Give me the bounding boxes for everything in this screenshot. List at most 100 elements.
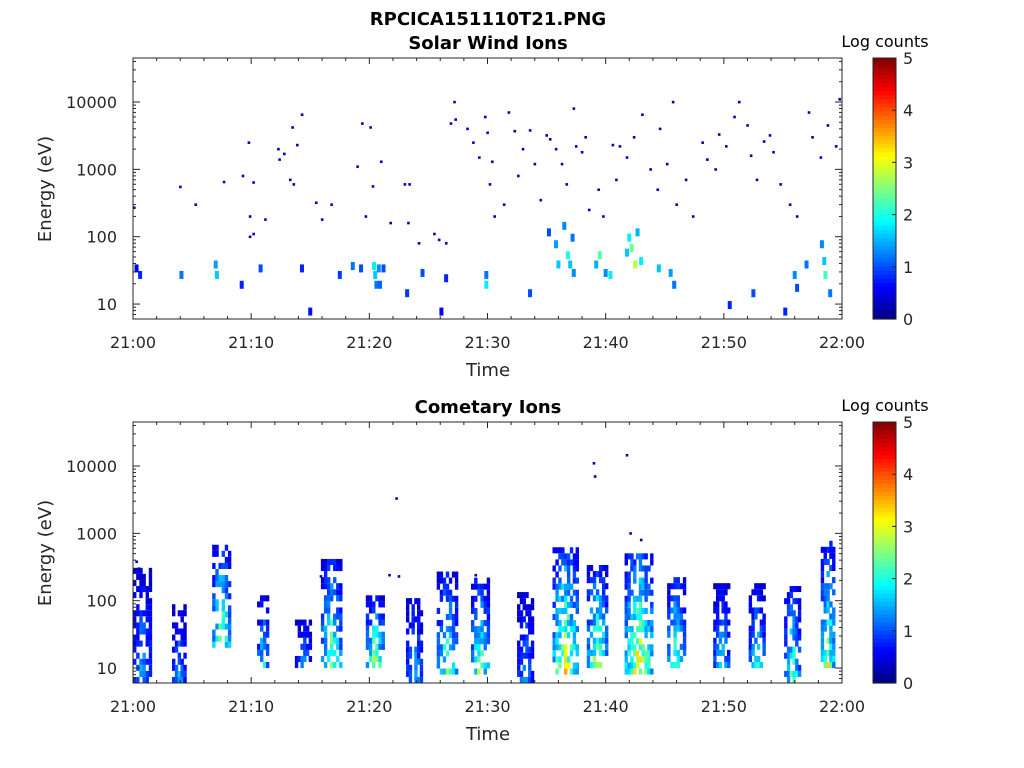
heatmap-cell xyxy=(558,595,562,602)
heatmap-cell xyxy=(575,668,579,675)
heatmap-cell xyxy=(320,558,325,566)
heatmap-cell xyxy=(451,668,456,675)
heatmap-cell xyxy=(575,577,579,584)
heatmap-cell xyxy=(525,640,529,647)
heatmap-cell xyxy=(598,595,603,602)
heatmap-cell xyxy=(326,607,331,614)
heatmap-cell xyxy=(667,625,671,632)
heatmap-cell xyxy=(333,565,337,572)
colorbar-step xyxy=(873,106,896,112)
scatter-point xyxy=(641,113,644,116)
heatmap-cell xyxy=(142,610,146,617)
colorbar-step xyxy=(873,261,896,267)
colorbar-step xyxy=(873,135,896,141)
heatmap-cell xyxy=(823,607,827,614)
heatmap-cell xyxy=(372,661,376,669)
scatter-point xyxy=(629,532,632,535)
heatmap-cell xyxy=(414,652,418,659)
heatmap-cell xyxy=(656,264,661,273)
heatmap-cell xyxy=(227,623,232,630)
heatmap-cell xyxy=(751,289,756,298)
heatmap-cell xyxy=(519,610,524,617)
heatmap-cell xyxy=(832,589,836,596)
heatmap-cell xyxy=(411,622,415,629)
heatmap-cell xyxy=(136,628,140,635)
heatmap-cell xyxy=(682,625,687,632)
heatmap-cell xyxy=(333,637,337,644)
heatmap-cell xyxy=(586,565,591,572)
heatmap-cell xyxy=(405,628,410,635)
heatmap-cell xyxy=(378,601,382,608)
heatmap-cell xyxy=(633,607,637,614)
colorbar-step xyxy=(873,253,896,259)
heatmap-cell xyxy=(265,595,270,602)
heatmap-cell xyxy=(561,650,565,657)
heatmap-cell xyxy=(795,658,799,665)
heatmap-cell xyxy=(174,670,179,677)
heatmap-cell xyxy=(470,583,475,590)
scatter-point xyxy=(292,183,296,186)
heatmap-cell xyxy=(381,619,385,626)
heatmap-cell xyxy=(326,577,331,584)
heatmap-cell xyxy=(336,589,340,596)
heatmap-cell xyxy=(442,644,447,651)
heatmap-cell xyxy=(832,619,836,626)
heatmap-cell xyxy=(142,586,146,593)
heatmap-cell xyxy=(754,589,758,596)
heatmap-cell xyxy=(589,649,594,656)
heatmap-cell xyxy=(564,656,568,663)
heatmap-cell xyxy=(564,559,568,566)
colorbar-step xyxy=(873,139,896,145)
y-tick-label: 10000 xyxy=(66,457,117,476)
heatmap-cell xyxy=(145,616,150,623)
heatmap-cell xyxy=(224,641,229,648)
heatmap-cell xyxy=(419,646,424,653)
heatmap-cell xyxy=(575,547,579,554)
heatmap-cell xyxy=(721,595,725,602)
heatmap-cell xyxy=(564,601,568,608)
heatmap-cell xyxy=(566,632,571,639)
colorbar-step xyxy=(873,572,896,578)
heatmap-cell xyxy=(823,595,827,602)
heatmap-cell xyxy=(378,631,382,638)
heatmap-cell xyxy=(601,601,606,608)
heatmap-cell xyxy=(792,658,796,665)
heatmap-cell xyxy=(525,622,529,629)
heatmap-cell xyxy=(414,616,418,623)
heatmap-cell xyxy=(439,595,444,602)
colorbar-step xyxy=(873,172,896,177)
heatmap-cell xyxy=(133,616,137,623)
heatmap-cell xyxy=(300,643,304,650)
heatmap-cell xyxy=(713,583,717,590)
heatmap-cell xyxy=(641,644,645,651)
colorbar-step xyxy=(873,184,896,190)
heatmap-cell xyxy=(522,664,526,671)
heatmap-cell xyxy=(829,643,833,650)
heatmap-cell xyxy=(650,589,654,596)
heatmap-cell xyxy=(595,637,600,644)
colorbar-step xyxy=(873,430,896,435)
heatmap-cell xyxy=(823,552,827,559)
heatmap-cell xyxy=(148,610,153,617)
heatmap-cell xyxy=(592,637,597,644)
heatmap-cell xyxy=(592,613,597,620)
scatter-point xyxy=(296,143,299,147)
heatmap-cell xyxy=(624,559,628,566)
heatmap-cell xyxy=(673,643,677,650)
heatmap-cell xyxy=(525,610,529,617)
heatmap-cell xyxy=(572,589,577,596)
heatmap-cell xyxy=(673,631,677,638)
heatmap-cell xyxy=(148,616,153,623)
colorbar-step xyxy=(873,605,896,611)
heatmap-cell xyxy=(832,637,836,644)
scatter-point xyxy=(593,475,597,478)
heatmap-cell xyxy=(627,553,631,560)
heatmap-cell xyxy=(650,620,654,627)
heatmap-cell xyxy=(303,655,307,662)
scatter-point xyxy=(528,129,532,132)
colorbar-step xyxy=(873,491,896,497)
heatmap-cell xyxy=(829,631,833,638)
colorbar-step xyxy=(873,265,896,271)
heatmap-cell xyxy=(627,662,631,669)
heatmap-cell xyxy=(528,610,532,617)
